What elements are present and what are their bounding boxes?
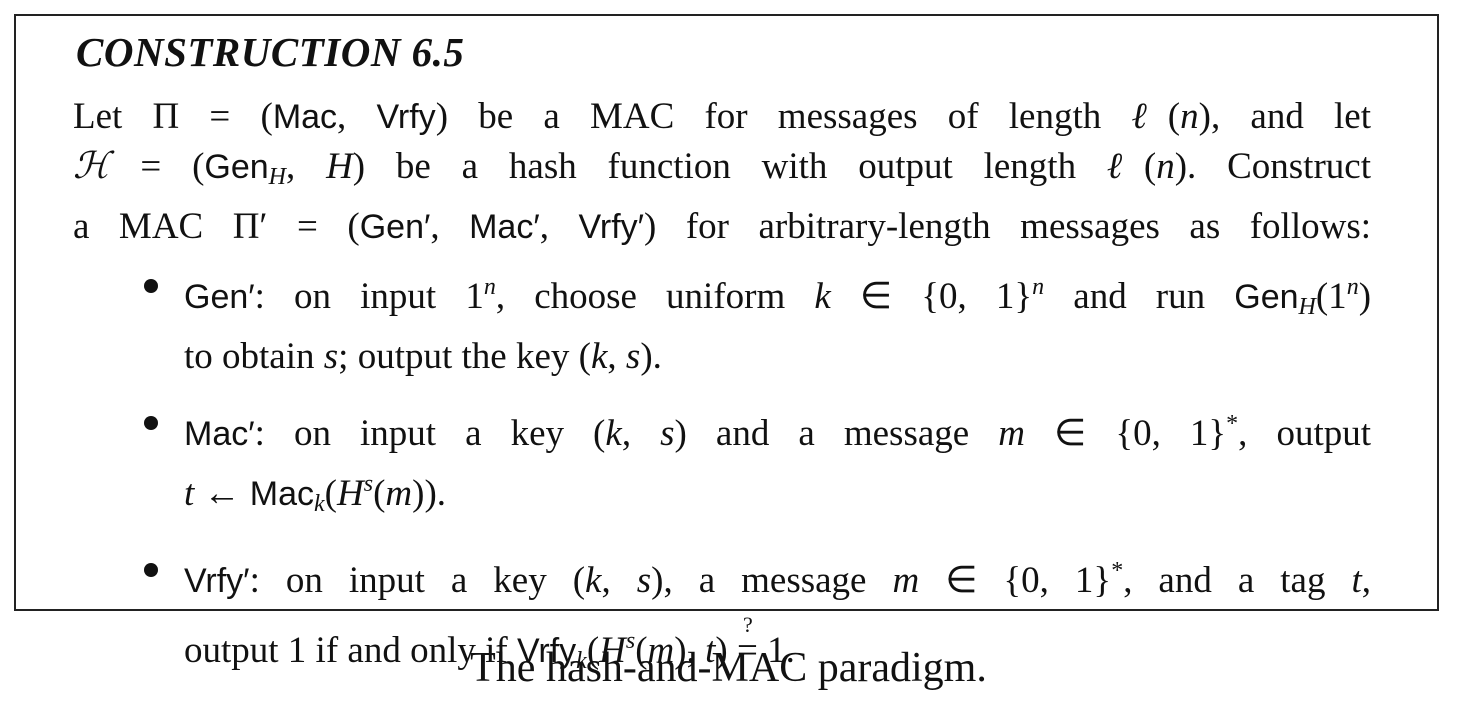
- construction-intro: Let Π = (Mac, Vrfy) be a MAC for message…: [73, 92, 1371, 252]
- figure-caption: The hash-and-MAC paradigm.: [470, 645, 987, 691]
- list-item-mac: Mac′: on input a key (k, s) and a messag…: [136, 399, 1371, 529]
- algorithm-list: Gen′: on input 1n, choose uniform k ∈ {0…: [136, 262, 1371, 703]
- list-item-vrfy: Vrfy′: on input a key (k, s), a message …: [136, 546, 1371, 686]
- intro-line-3: a MAC Π′ = (Gen′, Mac′, Vrfy′) for arbit…: [73, 206, 1371, 247]
- bullet-dot: [144, 563, 158, 577]
- construction-box: CONSTRUCTION 6.5 Let Π = (Mac, Vrfy) be …: [14, 14, 1439, 674]
- bullet-dot: [144, 416, 158, 430]
- bullet-dot: [144, 279, 158, 293]
- construction-title: CONSTRUCTION 6.5: [76, 29, 465, 75]
- intro-line-1: Let Π = (Mac, Vrfy) be a MAC for message…: [73, 96, 1371, 137]
- intro-line-2: ℋ = (GenH, H) be a hash function with ou…: [73, 146, 1371, 190]
- list-item-gen: Gen′: on input 1n, choose uniform k ∈ {0…: [136, 262, 1371, 382]
- defined-check-equals: ? =: [736, 612, 758, 671]
